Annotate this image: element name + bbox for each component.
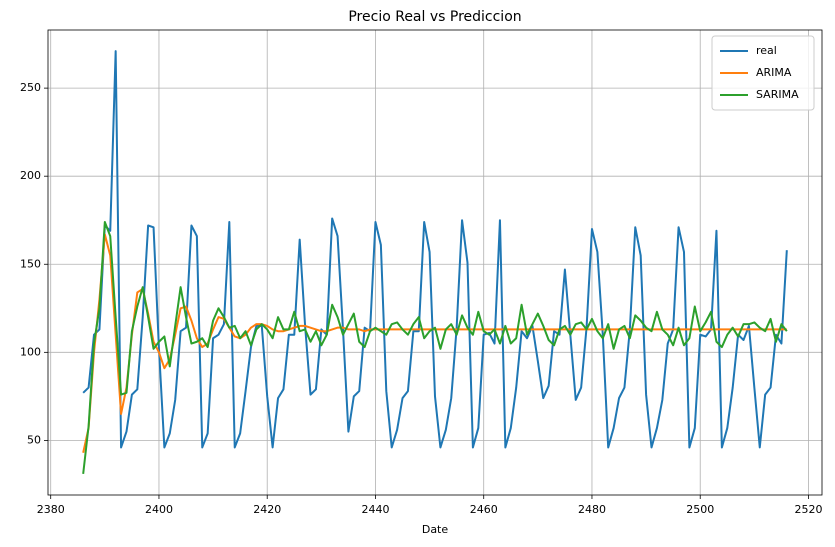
x-tick-label: 2420 — [253, 503, 281, 516]
legend: real ARIMA SARIMA — [711, 35, 815, 111]
y-tick-label: 150 — [20, 257, 41, 270]
x-axis-label: Date — [422, 523, 449, 536]
x-tick-label: 2500 — [686, 503, 714, 516]
y-tick-label: 200 — [20, 169, 41, 182]
plot-frame — [47, 29, 823, 496]
y-tick-label: 100 — [20, 345, 41, 358]
legend-label: ARIMA — [756, 66, 792, 79]
chart-title: Precio Real vs Prediccion — [348, 9, 521, 25]
legend-label: SARIMA — [756, 88, 799, 101]
legend-box — [711, 35, 815, 111]
x-tick-label: 2400 — [145, 503, 173, 516]
y-tick-label: 50 — [27, 433, 41, 446]
y-tick-label: 250 — [20, 81, 41, 94]
legend-label: real — [756, 44, 777, 57]
line-series — [82, 220, 788, 474]
line-series — [82, 50, 788, 449]
x-tick-label: 2380 — [37, 503, 65, 516]
x-tick-label: 2520 — [794, 503, 822, 516]
x-tick-label: 2460 — [470, 503, 498, 516]
x-tick-label: 2480 — [578, 503, 606, 516]
x-tick-label: 2440 — [361, 503, 389, 516]
